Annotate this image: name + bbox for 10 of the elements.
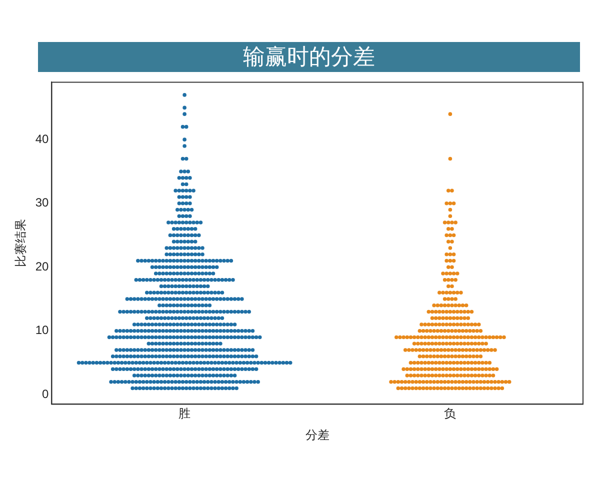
y-tick-label: 20 — [35, 259, 50, 274]
x-axis-title: 分差 — [305, 428, 330, 442]
y-tick-label: 40 — [35, 132, 50, 146]
y-tick-label: 10 — [35, 323, 50, 338]
y-tick-label: 30 — [35, 196, 50, 210]
x-tick-label: 胜 — [178, 406, 191, 421]
chart-title: 输赢时的分差 — [38, 42, 580, 72]
y-axis-title: 比赛结果 — [14, 219, 28, 268]
y-tick-label: 0 — [42, 386, 50, 401]
x-tick-label: 负 — [444, 406, 456, 421]
